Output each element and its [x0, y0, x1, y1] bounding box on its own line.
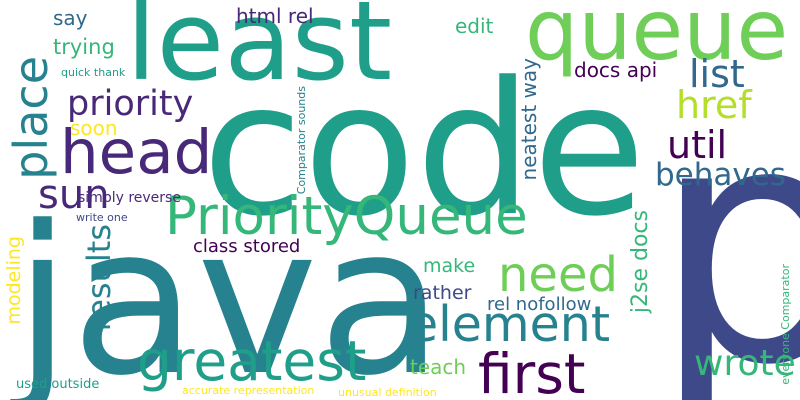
word-edit: edit	[455, 14, 494, 38]
word-sun: sun	[38, 172, 110, 218]
word-docs-api: docs api	[574, 58, 658, 82]
word-modeling: modeling	[3, 236, 25, 325]
word-trying: trying	[53, 35, 115, 59]
word-j2se-docs: j2se docs	[628, 210, 653, 314]
word-least: least	[126, 0, 393, 105]
word-quick-thank: quick thank	[61, 66, 126, 79]
word-head: head	[60, 117, 213, 188]
word-everyone-comparator: everyone Comparator	[779, 264, 792, 385]
word-unusual-definition: unusual definition	[338, 386, 437, 399]
word-neatest-way: neatest way	[517, 58, 541, 181]
word-used-outside: used outside	[16, 377, 100, 392]
word-greatest: greatest	[137, 329, 367, 393]
word-teach: teach	[410, 355, 467, 379]
word-priorityqueue: PriorityQueue	[165, 186, 528, 247]
word-class-stored: class stored	[193, 236, 301, 257]
word-soon: soon	[70, 116, 118, 140]
word-accurate-representation: accurate representation	[182, 384, 315, 397]
word-queue: queue	[525, 0, 789, 79]
word-need: need	[498, 247, 618, 303]
word-rather: rather	[413, 282, 472, 304]
word-make: make	[423, 255, 476, 277]
word-say: say	[53, 6, 88, 30]
word-util: util	[667, 123, 728, 167]
word-first: first	[478, 342, 586, 400]
word-rel-nofollow: rel nofollow	[487, 294, 592, 315]
word-href: href	[676, 83, 752, 127]
word-code: code	[202, 43, 646, 257]
word-place: place	[4, 56, 58, 180]
word-comparator-sounds: Comparator sounds	[295, 86, 308, 195]
word-list: list	[689, 52, 745, 96]
word-priority: priority	[67, 84, 194, 124]
word-behaves: behaves	[655, 157, 786, 193]
word-element: element	[408, 296, 611, 353]
word-wrote: wrote	[694, 343, 796, 384]
word-java: java	[14, 183, 444, 400]
word-write-one: write one	[76, 211, 128, 224]
word-html-rel: html rel	[236, 4, 314, 28]
word-results: results	[80, 224, 118, 332]
word-p: p	[652, 53, 800, 400]
word-simply-reverse: simply reverse	[78, 190, 181, 206]
